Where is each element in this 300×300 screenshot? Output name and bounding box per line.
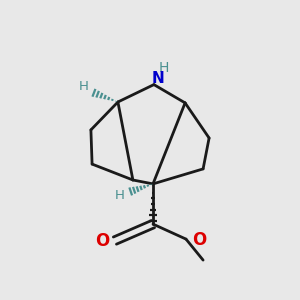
Text: O: O	[192, 231, 207, 249]
Text: H: H	[115, 189, 125, 202]
Text: H: H	[79, 80, 88, 94]
Text: O: O	[95, 232, 109, 250]
Text: H: H	[159, 61, 169, 74]
Text: N: N	[152, 71, 164, 86]
